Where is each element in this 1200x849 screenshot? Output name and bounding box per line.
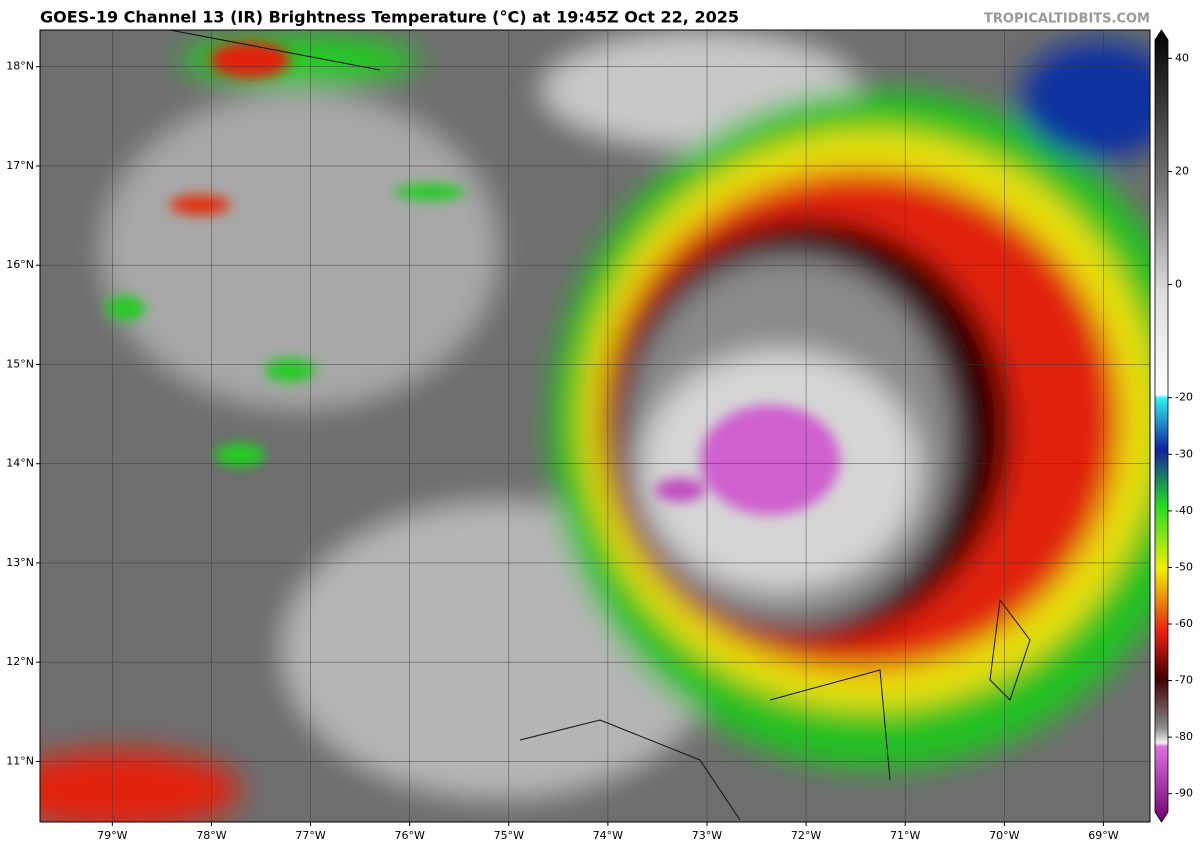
map-frame	[39, 29, 1151, 823]
lat-label: 12°N	[6, 655, 34, 668]
lon-label: 76°W	[394, 829, 424, 842]
lat-label: 18°N	[6, 60, 34, 73]
lon-label: 79°W	[97, 829, 127, 842]
lon-label: 77°W	[295, 829, 325, 842]
graticule	[40, 30, 1150, 822]
colorbar-label: 0	[1175, 278, 1182, 291]
axes: 79°W 78°W 77°W 76°W 75°W 74°W 73°W 72°W 71°W 70°W…	[6, 51, 1193, 842]
lat-label: 17°N	[6, 159, 34, 172]
colorbar-label: -40	[1175, 504, 1193, 517]
lon-label: 75°W	[494, 829, 524, 842]
lon-label: 69°W	[1088, 829, 1118, 842]
imagery	[40, 30, 1150, 822]
colorbar-label: -80	[1175, 730, 1193, 743]
lat-label: 15°N	[6, 357, 34, 370]
colorbar	[1154, 29, 1169, 823]
lon-label: 73°W	[692, 829, 722, 842]
lat-label: 16°N	[6, 258, 34, 271]
lon-label: 78°W	[196, 829, 226, 842]
lat-label: 13°N	[6, 556, 34, 569]
colorbar-label: 20	[1175, 164, 1189, 177]
lat-label: 11°N	[6, 754, 34, 767]
colorbar-label: -50	[1175, 560, 1193, 573]
colorbar-label: -20	[1175, 391, 1193, 404]
colorbar-label: -30	[1175, 447, 1193, 460]
colorbar-label: -60	[1175, 617, 1193, 630]
credit: TROPICALTIDBITS.COM	[984, 12, 1150, 27]
lon-label: 72°W	[791, 829, 821, 842]
colorbar-label: 40	[1175, 51, 1189, 64]
title: GOES-19 Channel 13 (IR) Brightness Tempe…	[40, 8, 739, 27]
lon-label: 70°W	[989, 829, 1019, 842]
lat-label: 14°N	[6, 457, 34, 470]
lon-label: 71°W	[890, 829, 920, 842]
colorbar-label: -70	[1175, 674, 1193, 687]
lon-label: 74°W	[593, 829, 623, 842]
colorbar-label: -90	[1175, 787, 1193, 800]
